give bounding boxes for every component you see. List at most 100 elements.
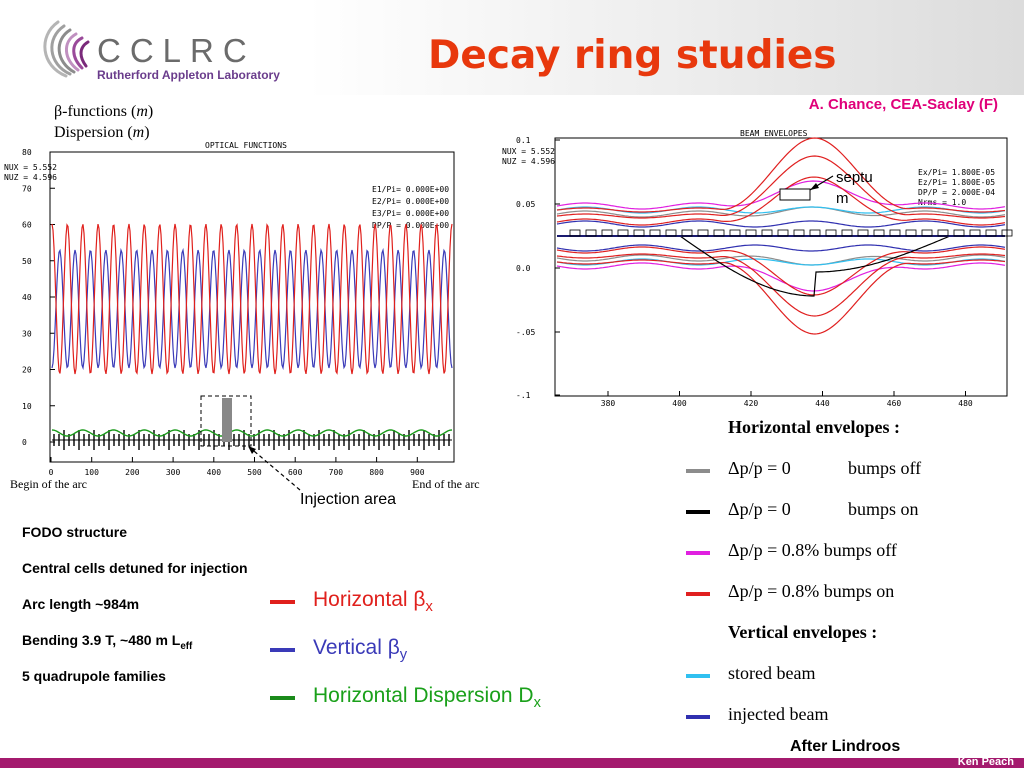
- envelope-x-tick-label: 380: [601, 399, 616, 408]
- legend-vertical-beta-sub: y: [399, 647, 408, 664]
- legend-swatch-green: [270, 696, 295, 700]
- envelope-x-tick-label: 420: [744, 399, 759, 408]
- envelope-lattice-element: [857, 229, 869, 237]
- header-bar: CCLRC Rutherford Appleton Laboratory Dec…: [0, 0, 1024, 95]
- optics-x-tick-label: 500: [247, 468, 262, 477]
- legend-swatch-blue: [270, 648, 295, 652]
- legend-injected-label: injected beam: [728, 704, 829, 724]
- envelope-y-tick-label: -.05: [516, 328, 535, 337]
- envelope-navy: [556, 244, 1006, 252]
- legend-vertical-beta-label: Vertical β: [313, 636, 400, 659]
- optics-y-tick-label: 80: [22, 148, 32, 157]
- envelope-lattice-element: [985, 229, 997, 237]
- vertical-envelopes-heading: Vertical envelopes :: [728, 622, 878, 642]
- optics-caption: β-functions (m) Dispersion (m): [54, 101, 153, 143]
- optics-x-tick-label: 900: [410, 468, 425, 477]
- legend-dp: Δp/p = 0: [728, 499, 791, 519]
- fodo-bullet: FODO structure: [22, 524, 128, 540]
- legend-swatch-red: [270, 600, 295, 604]
- beta-caption-close: ): [147, 103, 154, 120]
- envelope-lattice-element: [761, 229, 773, 237]
- beta-caption: β-functions (: [54, 103, 137, 120]
- legend-bumps: bumps on: [823, 581, 895, 601]
- begin-arc-label: Begin of the arc: [10, 477, 87, 491]
- injection-arrow-icon: [247, 445, 301, 491]
- legend-swatch-black: [686, 510, 710, 514]
- legend-swatch-magenta: [686, 551, 710, 555]
- envelope-red-1: [556, 246, 1006, 296]
- horizontal-beta-curve: [51, 223, 453, 375]
- optics-y-tick-label: 10: [22, 402, 32, 411]
- end-arc-label: End of the arc: [412, 477, 480, 491]
- envelope-lattice-element: [617, 229, 629, 237]
- optics-y-tick-label: 50: [22, 257, 32, 266]
- quads-bullet: 5 quadrupole families: [22, 668, 166, 684]
- injection-area-label: Injection area: [300, 491, 397, 508]
- optics-param: E1/Pi= 0.000E+00: [372, 185, 449, 194]
- legend-swatch-red: [686, 592, 710, 596]
- footer-bar: [0, 758, 1024, 768]
- optics-x-tick-label: 300: [166, 468, 181, 477]
- legend-swatch-cyan: [686, 674, 710, 678]
- envelope-lattice-element: [713, 229, 725, 237]
- horizontal-envelopes-heading: Horizontal envelopes :: [728, 417, 900, 437]
- injection-element: [222, 398, 232, 442]
- envelope-y-tick-label: 0.1: [516, 136, 531, 145]
- envelope-lattice-element: [953, 229, 965, 237]
- author-credit: A. Chance, CEA-Saclay (F): [808, 96, 998, 113]
- dispersion-curve: [51, 429, 453, 437]
- septum-label-2: m: [836, 190, 849, 207]
- legend-dp: Δp/p = 0.8%: [728, 540, 820, 560]
- optics-title: OPTICAL FUNCTIONS: [205, 141, 287, 150]
- envelope-lattice-element: [873, 229, 885, 237]
- optics-curves: [51, 223, 453, 450]
- envelope-param: Ex/Pi= 1.800E-05: [918, 168, 995, 177]
- injection-box: [200, 395, 252, 447]
- envelope-lattice-element: [745, 229, 757, 237]
- optical-functions-plot: OPTICAL FUNCTIONS NUX = 5.552 NUZ = 4.59…: [4, 141, 455, 477]
- optics-x-tick-label: 800: [369, 468, 384, 477]
- optics-x-tick-label: 0: [49, 468, 54, 477]
- optics-y-tick-label: 30: [22, 329, 32, 338]
- optics-y-ticks: 80 70 60 50 40 30 20 10 0: [22, 148, 55, 447]
- dispersion-unit: m: [132, 124, 145, 141]
- envelope-param: Ez/Pi= 1.800E-05: [918, 178, 995, 187]
- envelope-x-tick-label: 460: [887, 399, 902, 408]
- optics-y-tick-label: 70: [22, 184, 32, 193]
- bending-text: Bending 3.9 T, ~480 m L: [22, 632, 181, 648]
- envelope-lattice-element: [825, 229, 837, 237]
- legend-dispersion-sub: x: [533, 695, 541, 712]
- legend-swatch-gray: [686, 469, 710, 473]
- envelope-nuz: NUZ = 4.596: [502, 157, 555, 166]
- envelope-lattice-element: [665, 229, 677, 237]
- envelope-frame: [554, 137, 1008, 397]
- optics-y-tick-label: 0: [22, 438, 27, 447]
- vertical-beta-curve: [51, 247, 453, 371]
- envelope-curves: [556, 137, 1013, 335]
- legend-dp: Δp/p = 0.8%: [728, 581, 820, 601]
- legend-bumps: bumps off: [823, 540, 897, 560]
- optics-nux: NUX = 5.552: [4, 163, 57, 172]
- envelope-y-tick-label: 0.05: [516, 200, 535, 209]
- envelope-x-ticks: 380 400 420 440 460 480: [601, 391, 973, 408]
- envelope-lattice-element: [793, 229, 805, 237]
- envelope-nux: NUX = 5.552: [502, 147, 555, 156]
- optics-x-tick-label: 100: [84, 468, 99, 477]
- optics-x-ticks: 0 100 200 300 400 500 600 700 800 900: [49, 457, 425, 477]
- detuned-bullet: Central cells detuned for injection: [22, 560, 248, 576]
- legend-bumps: bumps off: [848, 458, 922, 478]
- optics-params: E1/Pi= 0.000E+00 E2/Pi= 0.000E+00 E3/Pi= 0…: [372, 185, 449, 230]
- cclrc-logo-icon: [43, 20, 90, 78]
- envelope-navy: [556, 220, 1006, 228]
- envelope-lattice-element: [681, 229, 693, 237]
- envelope-lattice-element: [921, 229, 933, 237]
- envelope-magenta: [556, 262, 1006, 292]
- envelope-y-tick-label: -.1: [516, 391, 531, 400]
- optics-y-tick-label: 60: [22, 221, 32, 230]
- envelope-lattice-element: [841, 229, 853, 237]
- envelope-lattice-element: [905, 229, 917, 237]
- legend-horizontal-beta-sub: x: [425, 599, 433, 616]
- envelope-param: DP/P = 2.000E-04: [918, 188, 995, 197]
- envelope-lattice-element: [601, 229, 613, 237]
- legend-dispersion-label: Horizontal Dispersion D: [313, 684, 534, 707]
